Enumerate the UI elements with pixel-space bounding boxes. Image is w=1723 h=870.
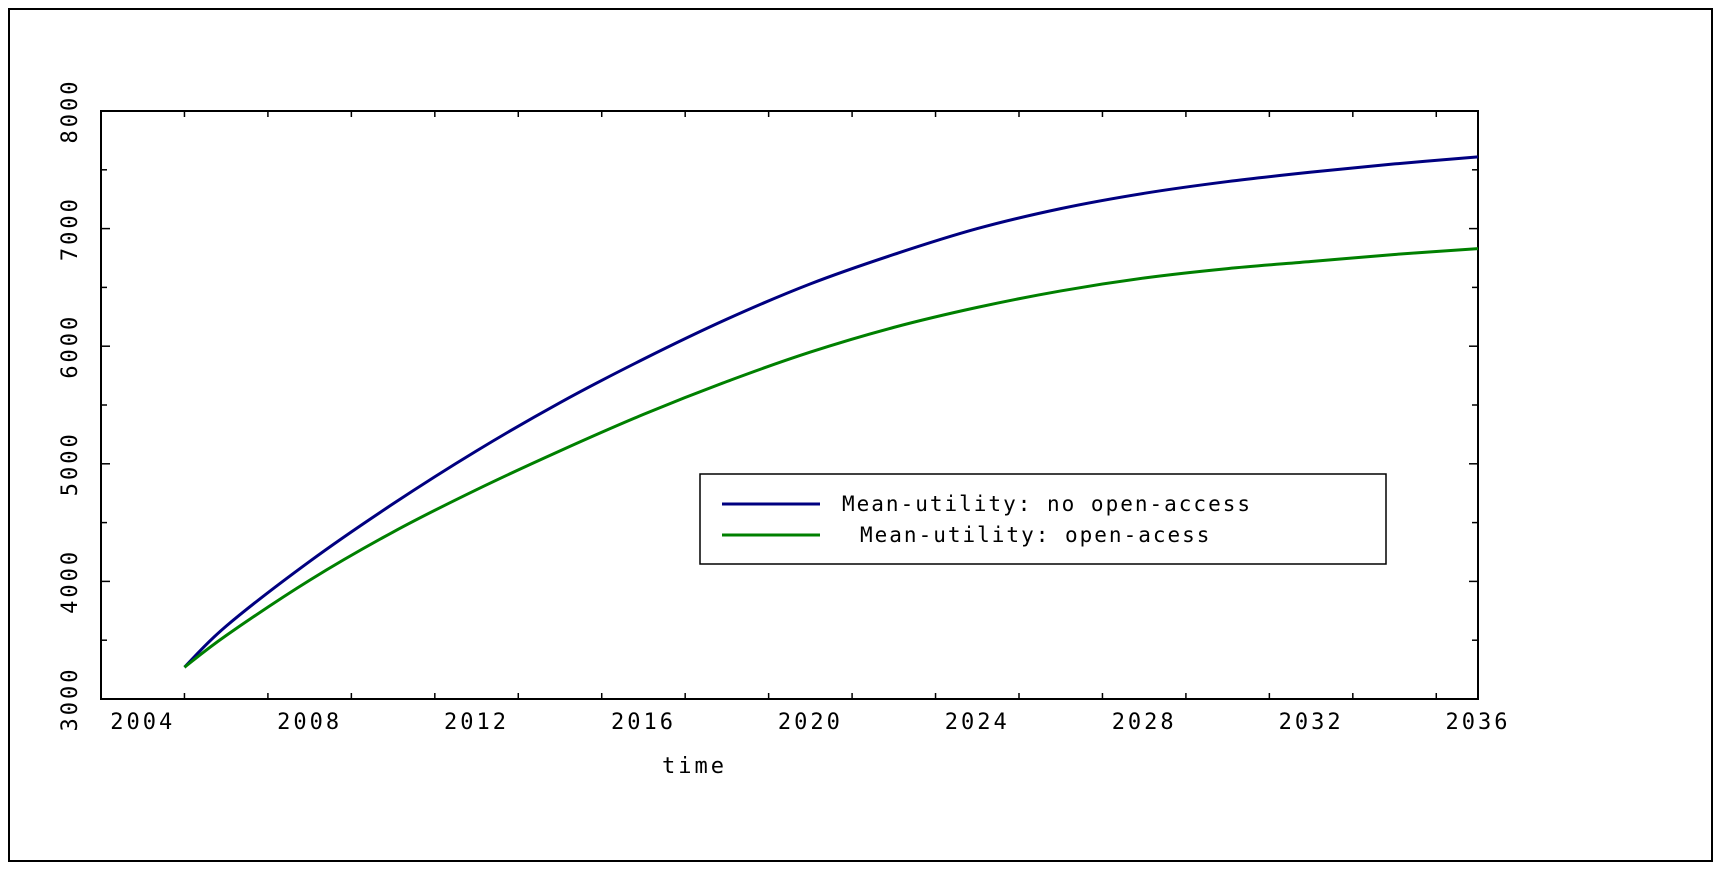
y-tick-label: 5000 xyxy=(58,431,83,496)
y-tick-label: 4000 xyxy=(58,549,83,614)
legend-label: Mean-utility: no open-access xyxy=(842,492,1252,516)
x-tick-label: 2032 xyxy=(1279,710,1344,735)
series-line-2 xyxy=(183,247,1479,669)
y-tick-label: 6000 xyxy=(58,314,83,379)
y-tick-label: 7000 xyxy=(58,196,83,261)
tick-labels: 2004 2008 2012 2016 2020 2024 2028 2032 2036 3000… xyxy=(58,79,1511,735)
x-axis-label: time xyxy=(662,754,727,779)
plot-area xyxy=(100,110,1479,700)
x-tick-label: 2028 xyxy=(1112,710,1177,735)
y-tick-label: 3000 xyxy=(58,667,83,732)
legend-box xyxy=(699,473,1387,565)
x-tick-label: 2012 xyxy=(444,710,509,735)
x-tick-label: 2004 xyxy=(110,710,175,735)
x-tick-label: 2036 xyxy=(1446,710,1511,735)
line-chart: 2004 2008 2012 2016 2020 2024 2028 2032 2036 3000… xyxy=(58,79,1511,779)
legend-label: Mean-utility: open-acess xyxy=(860,523,1211,547)
chart-frame: 2004 2008 2012 2016 2020 2024 2028 2032 2036 3000… xyxy=(8,8,1713,862)
axis-ticks xyxy=(100,110,1478,700)
series-line-1 xyxy=(183,155,1479,669)
legend: Mean-utility: no open-access Mean-utility… xyxy=(699,473,1387,565)
plot-border xyxy=(100,110,1479,700)
x-tick-label: 2008 xyxy=(277,710,342,735)
y-tick-label: 8000 xyxy=(58,79,83,144)
x-tick-label: 2016 xyxy=(611,710,676,735)
series-lines xyxy=(183,155,1479,669)
x-tick-label: 2024 xyxy=(945,710,1010,735)
x-tick-label: 2020 xyxy=(778,710,843,735)
